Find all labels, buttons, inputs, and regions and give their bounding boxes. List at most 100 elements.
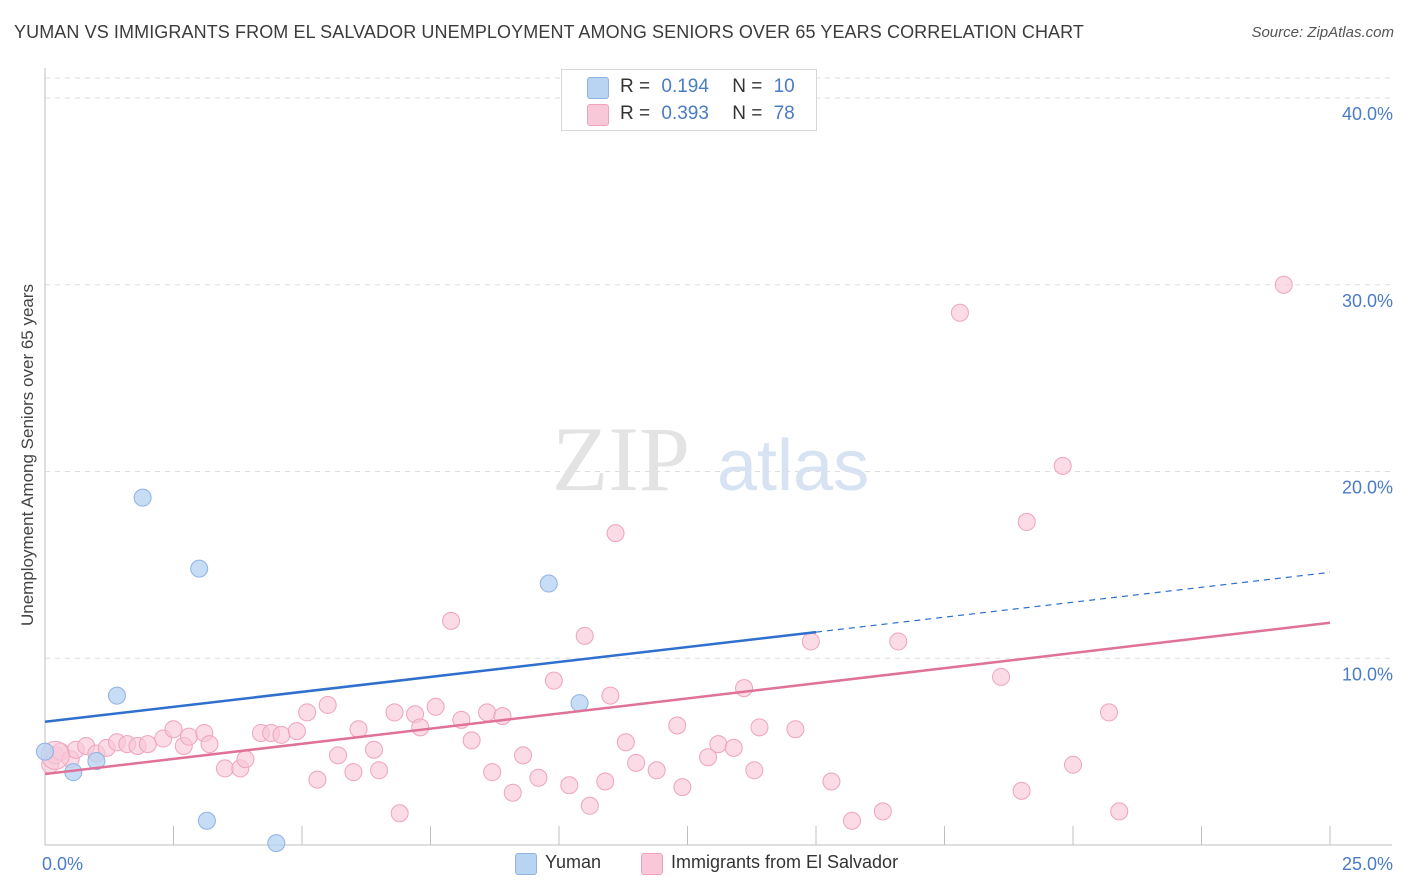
salvador-swatch xyxy=(641,853,663,875)
yuman-point xyxy=(539,574,558,593)
yuman-swatch xyxy=(515,853,537,875)
salvador-point xyxy=(544,671,563,690)
legend-label: Immigrants from El Salvador xyxy=(671,852,899,872)
salvador-point xyxy=(364,740,383,759)
x-tick-label: 25.0% xyxy=(1342,854,1393,874)
series-salvador-points xyxy=(40,275,1293,830)
salvador-point xyxy=(801,632,820,651)
salvador-point xyxy=(328,746,347,765)
n-label: N = xyxy=(732,103,763,124)
salvador-point xyxy=(1099,703,1118,722)
salvador-point xyxy=(699,748,718,767)
salvador-point xyxy=(575,626,594,645)
salvador-point xyxy=(786,720,805,739)
watermark: ZIP atlas xyxy=(552,408,869,510)
y-tick-label: 30.0% xyxy=(1342,291,1393,311)
salvador-point xyxy=(529,768,548,787)
salvador-point xyxy=(164,720,183,739)
salvador-point xyxy=(560,776,579,795)
salvador-point xyxy=(298,703,317,722)
y-tick-labels: 10.0% 20.0% 30.0% 40.0% xyxy=(1342,104,1393,684)
r-label: R = xyxy=(620,103,651,124)
salvador-trendline xyxy=(44,621,1331,776)
salvador-point xyxy=(596,772,615,791)
r-label: R = xyxy=(620,76,651,97)
gridlines xyxy=(45,77,1392,659)
salvador-point xyxy=(627,753,646,772)
salvador-point xyxy=(138,735,157,754)
yuman-point xyxy=(133,488,152,507)
salvador-point xyxy=(385,703,404,722)
salvador-point xyxy=(601,686,620,705)
salvador-swatch xyxy=(587,104,609,126)
salvador-point xyxy=(745,761,764,780)
x-tick-labels: 0.0% 25.0% xyxy=(42,854,1393,874)
y-tick-label: 10.0% xyxy=(1342,664,1393,684)
series-yuman-points xyxy=(36,488,589,853)
salvador-point xyxy=(411,718,430,737)
salvador-point xyxy=(1012,781,1031,800)
r-value: 0.194 xyxy=(661,76,709,97)
n-value: 10 xyxy=(773,76,795,97)
salvador-point xyxy=(503,783,522,802)
salvador-point xyxy=(514,746,533,765)
salvador-point xyxy=(950,303,969,322)
yuman-swatch xyxy=(587,77,609,99)
salvador-point xyxy=(889,632,908,651)
salvador-point xyxy=(478,703,497,722)
legend-label: Yuman xyxy=(545,852,602,872)
salvador-point xyxy=(1274,275,1293,294)
salvador-point xyxy=(287,722,306,741)
salvador-point xyxy=(308,770,327,789)
salvador-point xyxy=(344,763,363,782)
salvador-point xyxy=(873,802,892,821)
salvador-point xyxy=(750,718,769,737)
yuman-point xyxy=(570,694,589,713)
salvador-point xyxy=(709,735,728,754)
yuman-point xyxy=(36,742,54,761)
salvador-point xyxy=(462,731,481,750)
salvador-point xyxy=(735,679,754,698)
salvador-point xyxy=(1017,512,1036,531)
salvador-point xyxy=(483,763,502,782)
salvador-point xyxy=(272,725,291,744)
r-value: 0.393 xyxy=(661,103,709,124)
yuman-point xyxy=(107,686,126,705)
n-value: 78 xyxy=(773,103,795,124)
salvador-point xyxy=(318,695,337,714)
salvador-point xyxy=(1064,755,1082,774)
trend-lines xyxy=(44,571,1331,776)
salvador-point xyxy=(200,735,219,754)
salvador-point xyxy=(673,778,692,797)
y-tick-label: 20.0% xyxy=(1342,478,1393,498)
salvador-point xyxy=(179,727,198,746)
salvador-point xyxy=(724,738,743,757)
n-label: N = xyxy=(732,76,763,97)
chart-title: YUMAN VS IMMIGRANTS FROM EL SALVADOR UNE… xyxy=(14,22,1085,42)
salvador-point xyxy=(822,772,841,791)
salvador-point xyxy=(668,716,687,735)
salvador-point xyxy=(992,667,1011,686)
yuman-trendline-extension xyxy=(815,571,1331,633)
salvador-point xyxy=(390,804,409,823)
yuman-point xyxy=(190,559,209,578)
watermark-atlas: atlas xyxy=(717,426,869,506)
salvador-point xyxy=(215,759,234,778)
salvador-point xyxy=(842,811,861,830)
watermark-zip: ZIP xyxy=(552,408,690,510)
stats-legend: R = 0.194 N = 10 R = 0.393 N = 78 xyxy=(561,69,817,131)
salvador-point xyxy=(606,524,625,543)
salvador-point xyxy=(349,720,368,739)
yuman-point xyxy=(197,811,216,830)
salvador-point xyxy=(647,761,666,780)
salvador-point xyxy=(1053,456,1072,475)
salvador-point xyxy=(370,761,389,780)
x-tick-label: 0.0% xyxy=(42,854,83,874)
y-tick-label: 40.0% xyxy=(1342,104,1393,124)
salvador-point xyxy=(1110,802,1129,821)
salvador-point xyxy=(236,750,255,769)
salvador-point xyxy=(426,697,445,716)
yuman-point xyxy=(87,751,106,770)
source-label: Source: ZipAtlas.com xyxy=(1251,24,1394,41)
